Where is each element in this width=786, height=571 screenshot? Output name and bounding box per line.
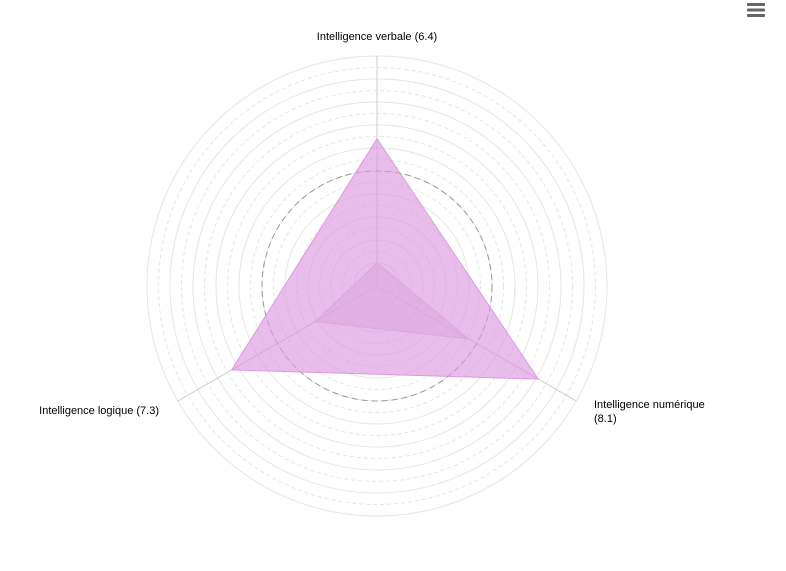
chart-menu-button[interactable] bbox=[744, 0, 768, 20]
hamburger-menu-icon bbox=[747, 3, 765, 17]
radar-series bbox=[230, 137, 540, 380]
axis-label-verbale: Intelligence verbale (6.4) bbox=[317, 31, 437, 43]
series-area bbox=[314, 262, 471, 340]
radar-axis-labels: Intelligence verbale (6.4) Intelligence … bbox=[39, 31, 708, 425]
grid-ring bbox=[273, 182, 481, 390]
grid-ring bbox=[227, 136, 527, 436]
axis-label-numerique-line-2: (8.1) bbox=[594, 413, 617, 425]
series-area bbox=[230, 137, 540, 380]
axis-label-numerique: Intelligence numérique (8.1) bbox=[594, 399, 708, 425]
axis-label-logique: Intelligence logique (7.3) bbox=[39, 405, 159, 417]
axis-label-numerique-line-1: Intelligence numérique bbox=[594, 399, 705, 411]
